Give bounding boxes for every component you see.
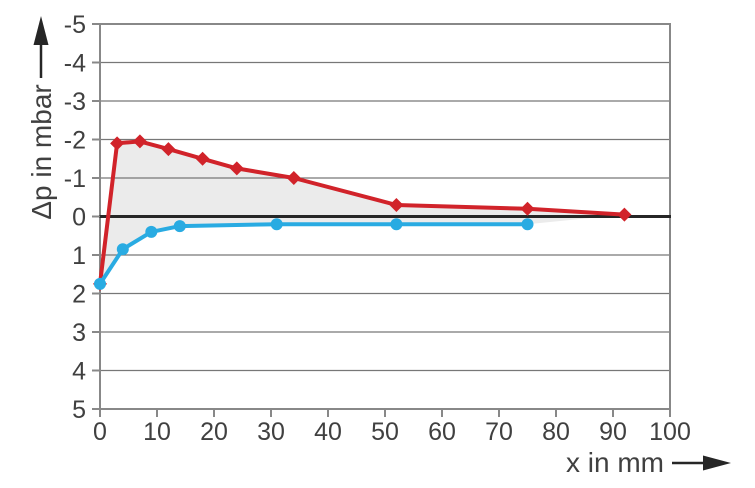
x-axis-arrow-right-icon [672, 455, 731, 471]
pressure-lower-blue-marker-6 [521, 218, 534, 231]
y-tick-label--1: -1 [64, 165, 86, 193]
x-tick-label-50: 50 [371, 418, 399, 446]
pressure-lower-blue-marker-0 [94, 277, 106, 290]
x-tick-label-80: 80 [542, 418, 570, 446]
pressure-upper-red-marker-3 [161, 142, 176, 157]
y-tick-label--2: -2 [64, 127, 86, 155]
area-between-curves [100, 141, 625, 284]
y-tick-label--5: -5 [64, 11, 86, 39]
pressure-upper-red-marker-4 [195, 151, 210, 166]
pressure-upper-red-marker-6 [286, 171, 301, 185]
x-tick-label-30: 30 [257, 418, 285, 446]
pressure-lower-blue-marker-3 [173, 220, 186, 233]
x-tick-label-20: 20 [200, 418, 228, 446]
y-tick-label--3: -3 [64, 88, 86, 116]
axis-ticks-layer [92, 23, 671, 417]
y-axis-arrow-up-icon [33, 16, 49, 78]
y-tick-label-4: 4 [72, 358, 86, 386]
series-layer [93, 134, 632, 291]
x-tick-label-10: 10 [143, 418, 171, 446]
y-tick-label--4: -4 [64, 50, 86, 78]
y-tick-label-5: 5 [72, 396, 86, 424]
y-tick-label-2: 2 [72, 281, 86, 309]
tick-labels-layer: 0 10 20 30 40 50 60 70 80 90 100 -5 -4 -3 -2 -1 0 1 2 3 4 5 [64, 11, 691, 446]
pressure-upper-red-marker-8 [520, 201, 535, 216]
x-tick-label-0: 0 [93, 418, 107, 446]
pressure-upper-red-marker-9 [617, 207, 632, 222]
axis-titles-layer: Δp in mbar x in mm [26, 16, 731, 478]
x-tick-label-40: 40 [314, 418, 342, 446]
pressure-lower-blue-marker-5 [390, 218, 403, 231]
x-tick-label-100: 100 [649, 418, 691, 446]
x-axis-title: x in mm [566, 447, 664, 478]
pressure-lower-blue-marker-4 [270, 218, 283, 231]
y-tick-label-0: 0 [72, 204, 86, 232]
x-tick-label-70: 70 [485, 418, 513, 446]
pressure-lower-blue-marker-2 [145, 225, 158, 238]
x-tick-label-90: 90 [599, 418, 627, 446]
pressure-lower-blue-line [98, 222, 530, 286]
pressure-lower-blue-marker-1 [116, 243, 129, 256]
pressure-upper-red-marker-5 [229, 161, 244, 176]
fill-between-area [100, 141, 625, 284]
pressure-upper-red-marker-2 [132, 134, 147, 149]
y-tick-label-3: 3 [72, 319, 86, 347]
y-axis-title: Δp in mbar [26, 84, 57, 219]
x-tick-label-60: 60 [428, 418, 456, 446]
pressure-upper-red-marker-7 [389, 197, 404, 212]
pressure-upper-red-marker-1 [110, 136, 125, 151]
y-tick-label-1: 1 [72, 242, 86, 270]
pressure-upper-red-line [98, 139, 627, 286]
gridlines-layer [100, 61, 670, 372]
